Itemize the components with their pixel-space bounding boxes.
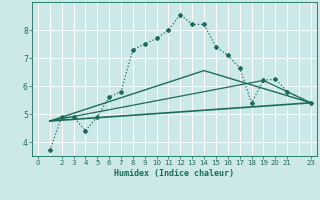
X-axis label: Humidex (Indice chaleur): Humidex (Indice chaleur) [115, 169, 234, 178]
